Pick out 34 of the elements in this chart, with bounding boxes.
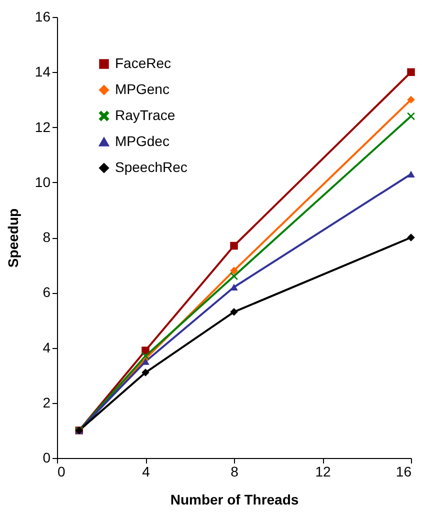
y-tick-label: 0	[42, 450, 51, 466]
point	[230, 272, 238, 280]
legend-label: RayTrace	[115, 107, 176, 123]
x-tick-label: 0	[58, 464, 66, 480]
point	[407, 234, 415, 242]
y-tick-label: 12	[34, 118, 51, 135]
y-tick-label: 6	[42, 284, 51, 300]
point	[142, 358, 150, 365]
x-tick-label: 4	[142, 464, 150, 480]
point	[230, 308, 238, 316]
legend-label: MPGdec	[115, 133, 170, 149]
x-tick-label: 8	[230, 464, 239, 480]
y-tick-label: 4	[42, 339, 51, 356]
y-tick-label: 16	[34, 8, 51, 24]
y-tick-label: 10	[34, 174, 51, 190]
point	[142, 368, 150, 376]
x-tick-label: 16	[396, 464, 412, 480]
y-axis-title: Speedup	[4, 208, 21, 268]
point	[407, 96, 415, 104]
legend-label: MPGenc	[115, 81, 170, 97]
point	[230, 266, 238, 274]
point	[407, 68, 415, 76]
point	[230, 242, 238, 250]
point	[407, 170, 415, 178]
legend-label: SpeechRec	[115, 159, 188, 175]
point	[142, 346, 150, 354]
legend-label: FaceRec	[115, 55, 172, 71]
y-tick-label: 8	[42, 229, 51, 245]
y-tick-label: 14	[34, 64, 51, 80]
y-tick-label: 2	[42, 394, 51, 410]
point	[407, 112, 415, 120]
x-tick-label: 12	[315, 464, 331, 480]
point	[230, 284, 238, 290]
x-axis-title: Number of Threads	[170, 492, 299, 508]
